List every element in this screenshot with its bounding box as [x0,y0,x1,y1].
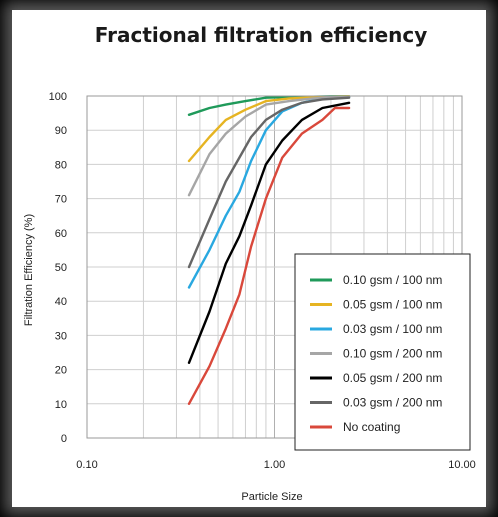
y-tick-label: 50 [55,262,67,274]
y-axis-ticks: 0 10 20 30 40 50 60 70 80 90 100 [49,91,67,445]
chart-series [187,95,351,405]
chart-legend: 0.10 gsm / 100 nm 0.05 gsm / 100 nm 0.03 g… [294,253,471,451]
x-tick-label: 10.00 [448,459,476,471]
legend-entry: 0.05 gsm / 100 nm [343,298,442,312]
y-tick-label: 70 [55,194,67,206]
y-tick-label: 10 [55,399,67,411]
x-axis-ticks: 0.10 1.00 10.00 [76,459,475,471]
y-tick-label: 90 [55,125,67,137]
y-axis-label: Filtration Efficiency (%) [23,214,35,326]
legend-entry: 0.03 gsm / 100 nm [343,322,442,336]
x-tick-label: 0.10 [76,459,97,471]
y-tick-label: 60 [55,228,67,240]
series-line [187,95,351,197]
y-tick-label: 20 [55,365,67,377]
legend-entry: 0.10 gsm / 200 nm [343,347,442,361]
chart-title: Fractional filtration efficiency [95,23,428,47]
y-tick-label: 0 [61,433,67,445]
y-tick-label: 100 [49,91,67,103]
y-tick-label: 30 [55,330,67,342]
x-axis-label: Particle Size [241,491,302,503]
series-line [187,96,351,269]
x-tick-label: 1.00 [264,459,285,471]
y-tick-label: 40 [55,296,67,308]
legend-entry: 0.10 gsm / 100 nm [343,273,442,287]
legend-entry: 0.03 gsm / 200 nm [343,396,442,410]
legend-entry: No coating [343,420,400,434]
legend-entry: 0.05 gsm / 200 nm [343,371,442,385]
y-tick-label: 80 [55,159,67,171]
series-line [187,106,351,405]
series-line [187,101,351,364]
